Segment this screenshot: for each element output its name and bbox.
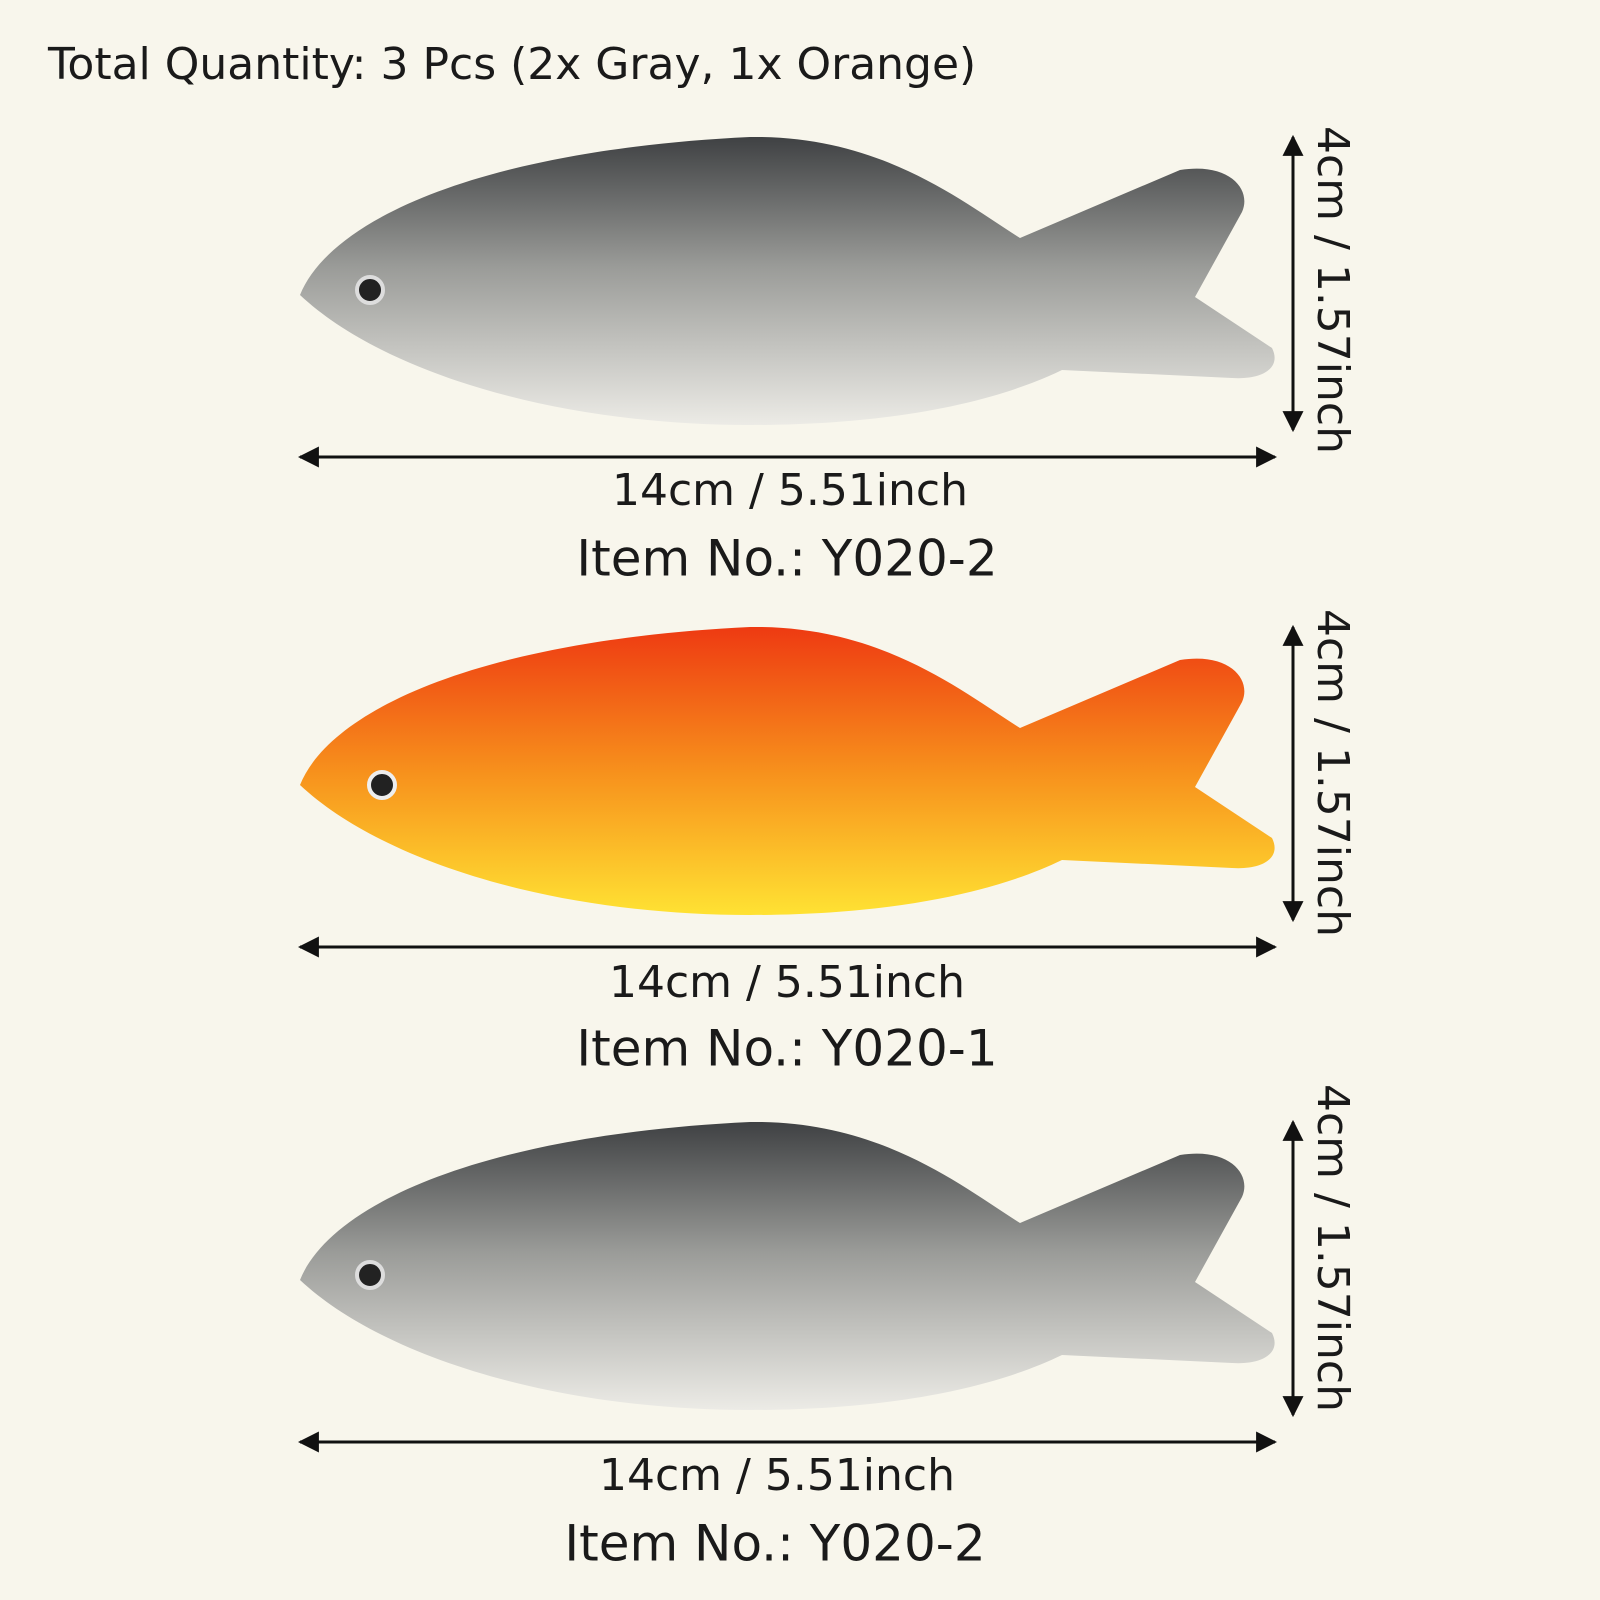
item-group: 14cm / 5.51inch Item No.: Y020-1 4cm / 1… bbox=[297, 609, 1358, 1078]
item-number: Item No.: Y020-2 bbox=[564, 1515, 985, 1573]
width-label: 14cm / 5.51inch bbox=[609, 957, 965, 1008]
item-number: Item No.: Y020-1 bbox=[576, 1020, 997, 1078]
height-label: 4cm / 1.57inch bbox=[1307, 126, 1358, 454]
height-label: 4cm / 1.57inch bbox=[1307, 609, 1358, 937]
item-group: 14cm / 5.51inch Item No.: Y020-2 4cm / 1… bbox=[297, 1084, 1358, 1573]
title: Total Quantity: 3 Pcs (2x Gray, 1x Orang… bbox=[47, 39, 976, 90]
width-label: 14cm / 5.51inch bbox=[612, 465, 968, 516]
width-label: 14cm / 5.51inch bbox=[599, 1450, 955, 1501]
item-number: Item No.: Y020-2 bbox=[576, 530, 997, 588]
fish-eye bbox=[355, 275, 385, 305]
height-label: 4cm / 1.57inch bbox=[1307, 1084, 1358, 1412]
fish-eye bbox=[355, 1260, 385, 1290]
item-group: 14cm / 5.51inch Item No.: Y020-2 4cm / 1… bbox=[297, 126, 1358, 588]
fish-eye bbox=[367, 770, 397, 800]
